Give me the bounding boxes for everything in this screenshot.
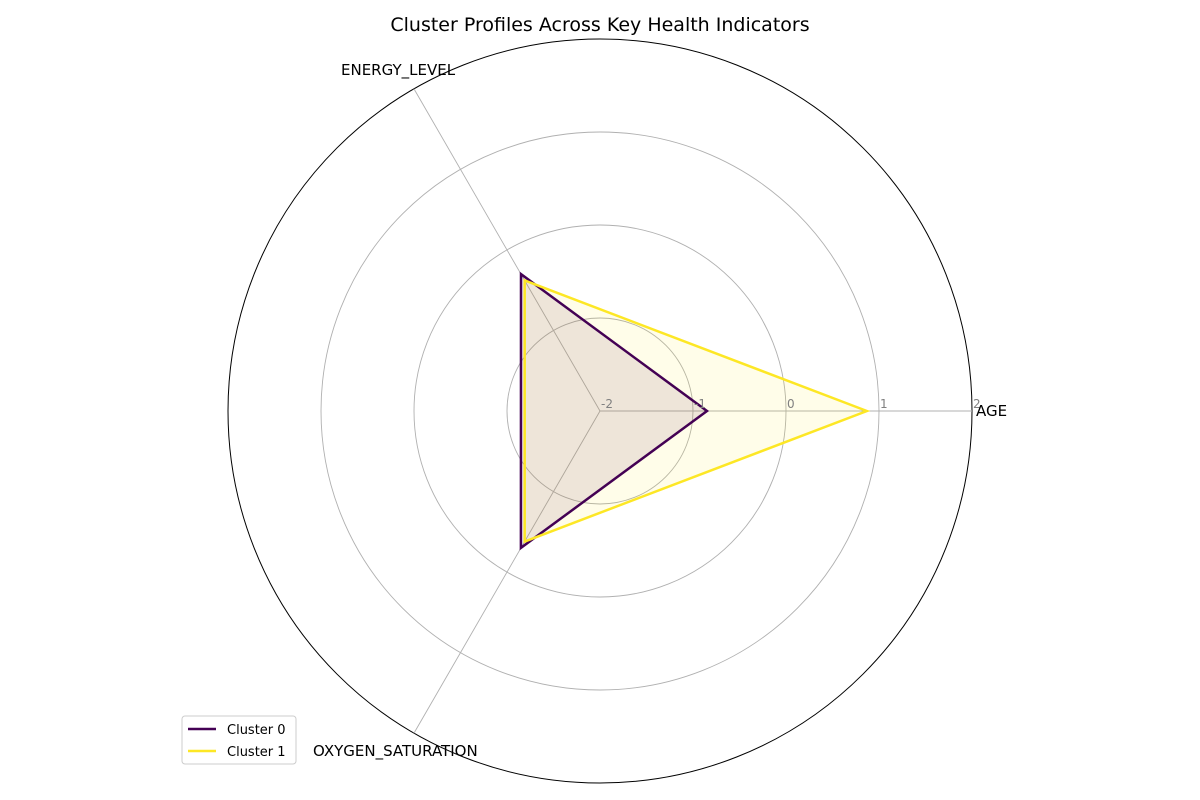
spoke-line <box>413 410 601 734</box>
series-layer <box>519 271 871 551</box>
axis-label-oxygen-saturation: OXYGEN_SATURATION <box>313 742 478 761</box>
series-line-0 <box>519 271 710 551</box>
chart-title: Cluster Profiles Across Key Health Indic… <box>390 14 809 36</box>
axis-label-energy-level: ENERGY_LEVEL <box>341 61 456 80</box>
radial-tick-label: -2 <box>601 397 613 411</box>
legend-label-0: Cluster 0 <box>227 723 286 738</box>
series-line-1 <box>523 278 871 544</box>
legend-label-1: Cluster 1 <box>227 745 286 760</box>
radial-tick-label: 2 <box>973 397 981 411</box>
series-fill-1 <box>524 280 867 542</box>
axis-label-age: AGE <box>976 402 1007 420</box>
radial-tick-label: 1 <box>880 397 888 411</box>
radial-tick-label: 0 <box>787 397 795 411</box>
polar-grid <box>227 38 973 784</box>
series-fill-0 <box>520 274 707 548</box>
spoke-line <box>413 88 601 412</box>
radial-tick-label: -1 <box>694 397 706 411</box>
legend: Cluster 0 Cluster 1 <box>181 715 297 765</box>
